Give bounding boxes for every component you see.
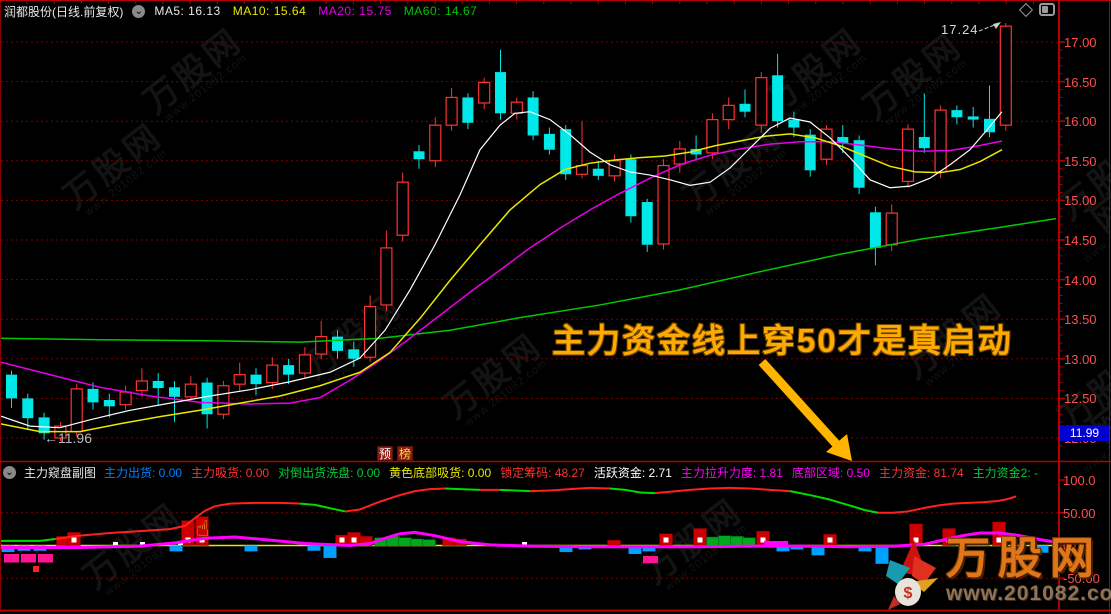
diamond-icon[interactable] [1018,2,1034,17]
indicator-field: 对倒出货洗盘: 0.00 [278,465,381,480]
price-axis-label: 14.00 [1064,272,1097,288]
ma-label: MA5: 16.13 [154,4,221,18]
indicator-field: 主力出货: 0.00 [104,465,183,480]
price-axis-label: 14.50 [1064,233,1097,248]
price-axis-label: 17.00 [1064,35,1097,50]
sub-indicator-values: 主力出货: 0.00 主力吸货: 0.00 对倒出货洗盘: 0.00 黄色底部吸货: … [104,464,1047,481]
price-axis-label: 13.50 [1064,312,1097,328]
sub-axis-label: 50.00 [1063,505,1096,521]
chevron-down-icon[interactable]: ⌄ [3,465,16,479]
sub-indicator-title: 主力窥盘副图 [24,465,97,480]
low-price-label: ←11.96 [44,430,92,446]
indicator-field: 活跃资金: 2.71 [593,465,672,480]
alert-badge-bang[interactable]: 榜 [397,446,413,461]
main-chart-header: 润都股份(日线.前复权) ⌄ MA5: 16.13 MA10: 15.64 MA20… [4,3,489,19]
price-axis-label: 15.00 [1064,193,1097,209]
panel-layout-icon[interactable] [1039,3,1055,16]
indicator-field: 主力资金2: - [972,465,1038,480]
ma-label: MA20: 15.75 [318,4,392,18]
indicator-field: 黄色底部吸货: 0.00 [389,465,492,480]
sub-axis-label: 0.00 [1063,538,1089,554]
stock-title: 润都股份(日线.前复权) [4,4,124,19]
sub-indicator-header: ⌄ 主力窥盘副图 主力出货: 0.00 主力吸货: 0.00 对倒出货洗盘: 0.0… [3,464,1047,480]
indicator-field: 主力资金: 81.74 [878,465,964,480]
hand-cursor-icon: ☝ [196,516,210,541]
ma-label: MA60: 14.67 [403,4,478,18]
current-price-badge: 11.99 [1060,425,1109,441]
indicator-field: 主力拉升力度: 1.81 [680,465,783,480]
header-toolbar [1018,2,1055,17]
indicator-field: 主力吸货: 0.00 [191,465,270,480]
price-axis-label: 15.50 [1064,153,1097,169]
ma-legend: MA5: 16.13 MA10: 15.64 MA20: 15.75 MA60: 14… [154,4,489,18]
ma-label: MA10: 15.64 [232,4,307,18]
price-axis-label: 13.00 [1064,351,1097,367]
indicator-field: 底部区域: 0.50 [791,465,870,480]
indicator-field: 锁定筹码: 48.27 [500,465,585,480]
alert-badge-yu[interactable]: 预 [377,446,393,461]
price-axis-label: 16.50 [1064,74,1097,90]
high-price-label: 17.24 [941,22,979,37]
sub-axis-label: -50.00 [1063,571,1100,587]
annotation-text: 主力资金线上穿50才是真启动 [552,322,1013,359]
chevron-down-icon[interactable]: ⌄ [132,4,146,18]
price-axis-label: 16.00 [1064,114,1097,130]
price-axis-label: 12.50 [1064,391,1097,407]
alert-badges: 预 榜 [377,446,413,461]
sub-axis-label: 100.0 [1063,473,1096,488]
